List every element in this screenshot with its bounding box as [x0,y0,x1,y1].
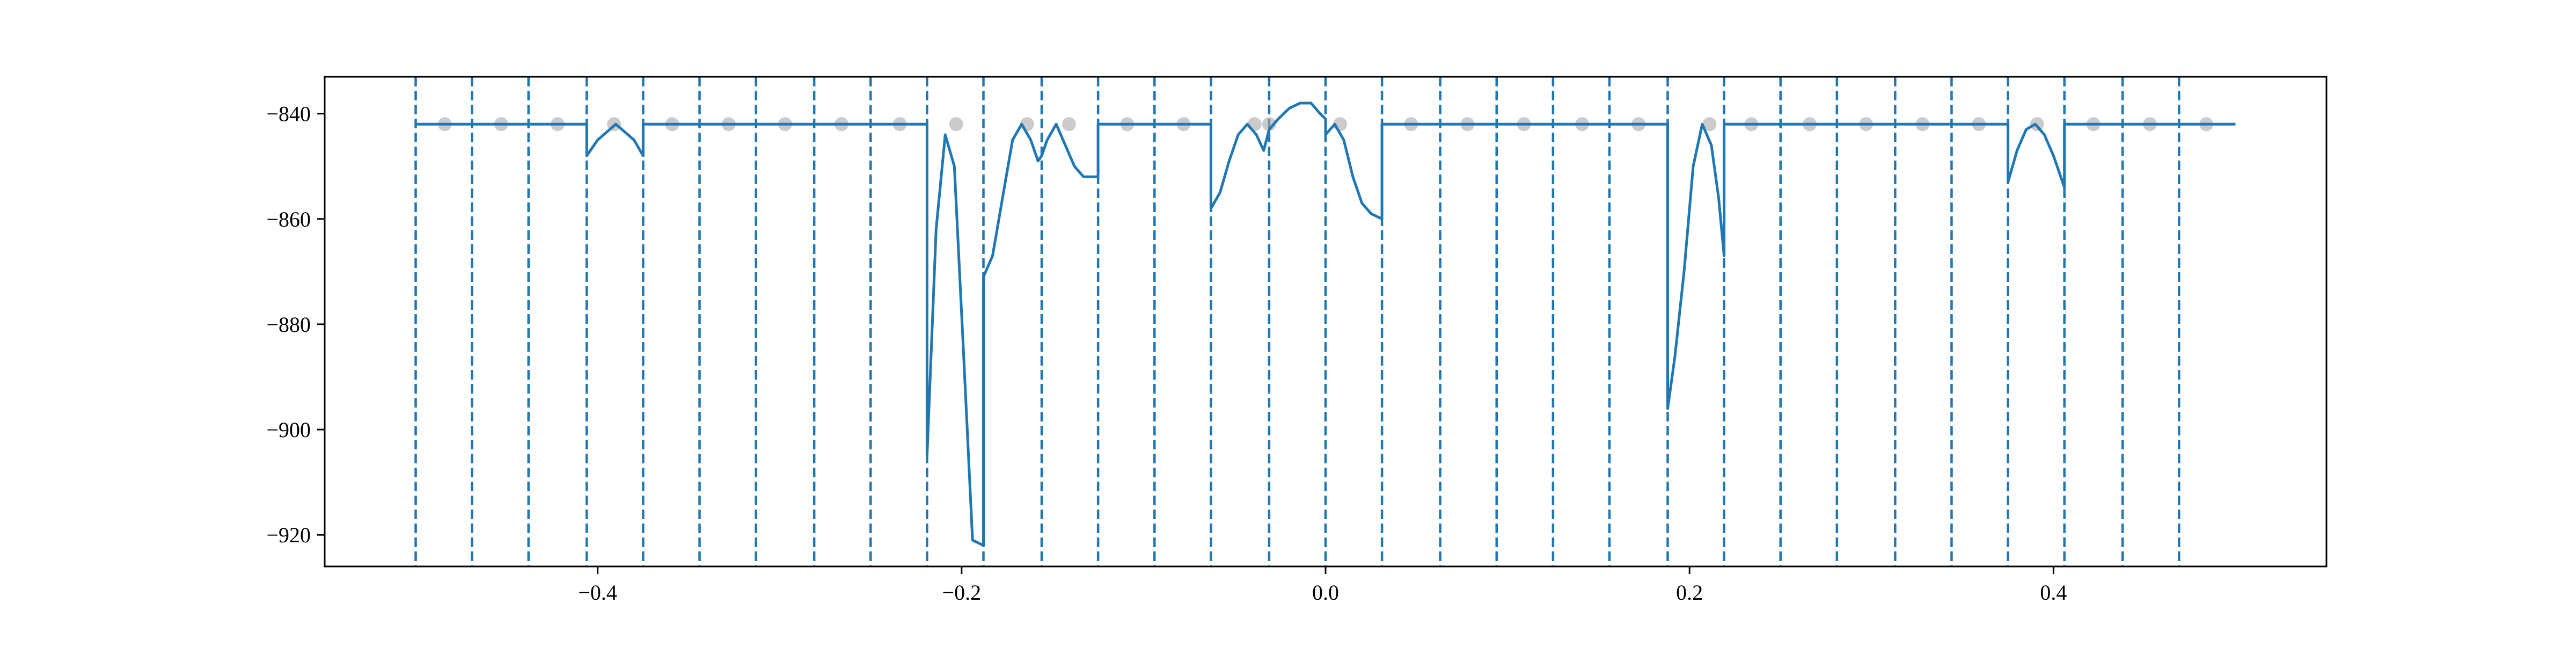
y-tick-label: −880 [266,312,311,337]
y-tick-label: −840 [266,102,311,126]
data-point [949,117,963,132]
data-point [1702,117,1717,132]
x-tick-label: −0.2 [942,580,982,605]
data-point [1262,117,1276,132]
y-tick-label: −920 [266,523,311,547]
x-tick-label: 0.4 [2040,580,2067,605]
data-point [1062,117,1076,132]
data-point [2030,117,2044,132]
data-point [1247,117,1262,132]
x-tick-label: −0.4 [578,580,617,605]
y-tick-label: −860 [266,207,311,231]
series-line [415,101,2236,547]
x-tick-label: 0.0 [1312,580,1339,605]
y-tick-label: −900 [266,418,311,442]
x-tick-label: 0.2 [1676,580,1703,605]
